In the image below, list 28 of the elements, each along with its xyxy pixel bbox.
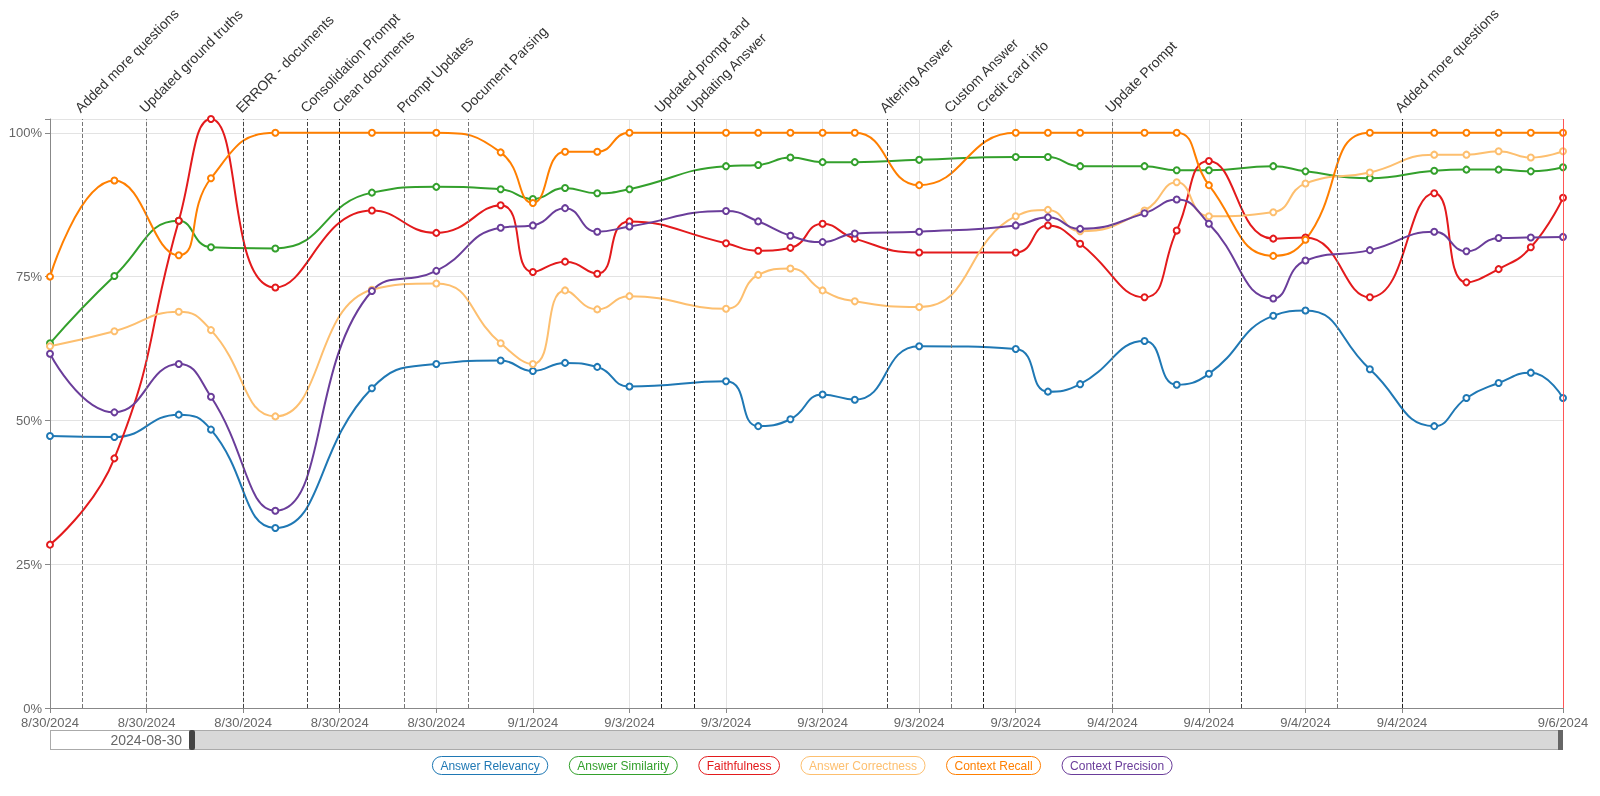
text: Context Precision <box>1070 758 1165 773</box>
text: Answer Correctness <box>808 758 918 773</box>
x-tick-label: 8/30/2024 <box>21 715 79 730</box>
x-tick-label: 8/30/2024 <box>310 715 369 730</box>
x-tick-label: 9/3/2024 <box>797 715 848 730</box>
y-tick-label: 50% <box>15 412 43 428</box>
x-tick-label: 9/3/2024 <box>700 715 752 730</box>
x-tick-label: 9/3/2024 <box>893 715 945 730</box>
x-tick-label: 9/4/2024 <box>1280 715 1331 730</box>
text: Answer Relevancy <box>440 758 540 773</box>
text: Context Recall <box>954 758 1033 773</box>
x-tick-label: 9/1/2024 <box>507 715 559 730</box>
y-tick-label: 75% <box>15 269 43 285</box>
x-tick-label: 8/30/2024 <box>117 715 176 730</box>
range-slider: 2024-08-30 <box>50 730 1563 750</box>
x-tick-label: 9/6/2024 <box>1537 715 1589 730</box>
x-tick-label: 8/30/2024 <box>214 715 273 730</box>
x-tick-label: 8/30/2024 <box>407 715 466 730</box>
x-tick-label: 9/4/2024 <box>1087 715 1138 730</box>
x-tick-label: 9/4/2024 <box>1183 715 1235 730</box>
y-tick-label: 100% <box>8 125 43 141</box>
y-tick-label: 25% <box>15 556 43 572</box>
y-tick-label: 0% <box>23 700 43 716</box>
x-tick-label: 9/3/2024 <box>604 715 655 730</box>
x-tick-label: 9/4/2024 <box>1376 715 1428 730</box>
text: Answer Similarity <box>577 758 670 773</box>
x-tick-label: 9/3/2024 <box>990 715 1042 730</box>
text: Faithfulness <box>706 758 772 773</box>
